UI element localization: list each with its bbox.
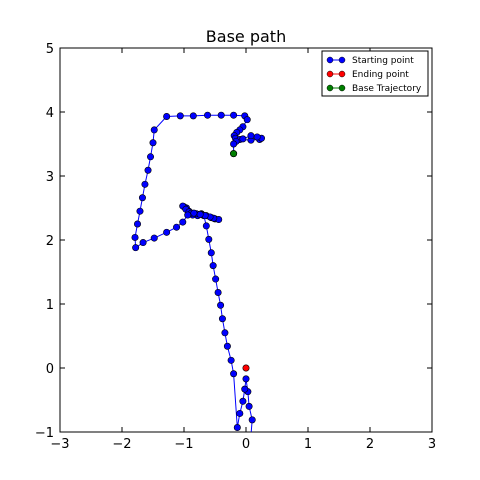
x-tick-label: 2 [366,437,374,452]
data-point [242,364,250,372]
legend-label: Ending point [352,70,409,80]
data-point [134,220,142,228]
data-point [184,211,192,219]
data-point [239,397,247,405]
data-point [147,153,155,161]
data-point [189,112,197,120]
data-point [179,218,187,226]
y-tick-label: 3 [46,170,54,185]
data-point [230,370,238,378]
data-point [132,244,140,252]
y-tick-label: 4 [46,106,54,121]
legend-marker [326,70,334,78]
series-ending-point [242,364,250,372]
legend-marker [338,56,346,64]
plot-frame [59,47,433,433]
data-point [173,223,181,231]
data-point [141,180,149,188]
data-point [242,375,250,383]
data-point [223,342,231,350]
y-axis: −1 0 1 2 3 4 5 [35,42,432,441]
data-point [230,150,238,158]
data-point [248,416,256,424]
data-point [247,132,255,140]
data-point [150,234,158,242]
x-tick-label: 3 [428,437,436,452]
data-point [230,111,238,119]
data-point [207,249,215,257]
data-point [214,288,222,296]
data-point [230,140,238,148]
x-tick-label: −3 [50,437,69,452]
x-tick-label: 1 [304,437,312,452]
data-point [176,112,184,120]
series-starting-point [131,111,265,432]
data-point [163,228,171,236]
y-tick-label: 1 [46,298,54,313]
data-point [245,402,253,410]
y-tick-label: 0 [46,362,54,377]
data-point [190,209,198,217]
plot-area [59,47,433,433]
data-point [202,222,210,230]
data-point [204,111,212,119]
legend-marker [326,56,334,64]
data-point [131,233,139,241]
legend-label: Starting point [352,56,414,66]
data-point [243,116,251,124]
data-point [233,424,241,432]
y-tick-label: 2 [46,234,54,249]
legend-marker [338,70,346,78]
chart-title: Base path [206,27,286,46]
data-point [139,239,147,247]
data-point [136,207,144,215]
data-point [239,135,247,143]
data-point [205,235,213,243]
legend-marker [326,84,334,92]
data-point [196,210,204,218]
data-point [149,139,157,147]
data-point [163,112,171,120]
data-point [150,126,158,134]
data-point [221,329,229,337]
series-layer [131,111,265,432]
legend-label: Base Trajectory [352,84,422,94]
data-point [253,133,261,141]
y-tick-label: −1 [35,426,54,441]
data-point [144,166,152,174]
legend: Starting point Ending point Base Trajector… [321,50,429,97]
data-point [236,409,244,417]
data-point [138,194,146,202]
series-base-trajectory [230,150,238,158]
x-tick-label: −1 [174,437,193,452]
data-point [212,275,220,283]
x-tick-label: 0 [242,437,250,452]
data-point [218,315,226,323]
x-tick-label: −2 [112,437,131,452]
data-point [209,262,217,270]
data-point [217,301,225,309]
data-point [217,111,225,119]
data-point [241,385,249,393]
x-axis: −3 −2 −1 0 1 2 3 [50,48,436,452]
data-point [227,356,235,364]
legend-marker [338,84,346,92]
y-tick-label: 5 [46,42,54,57]
